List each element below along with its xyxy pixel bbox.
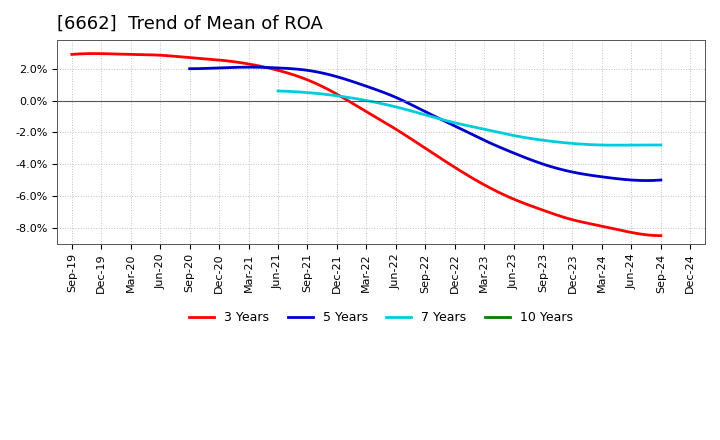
Legend: 3 Years, 5 Years, 7 Years, 10 Years: 3 Years, 5 Years, 7 Years, 10 Years: [184, 306, 578, 329]
Text: [6662]  Trend of Mean of ROA: [6662] Trend of Mean of ROA: [57, 15, 323, 33]
